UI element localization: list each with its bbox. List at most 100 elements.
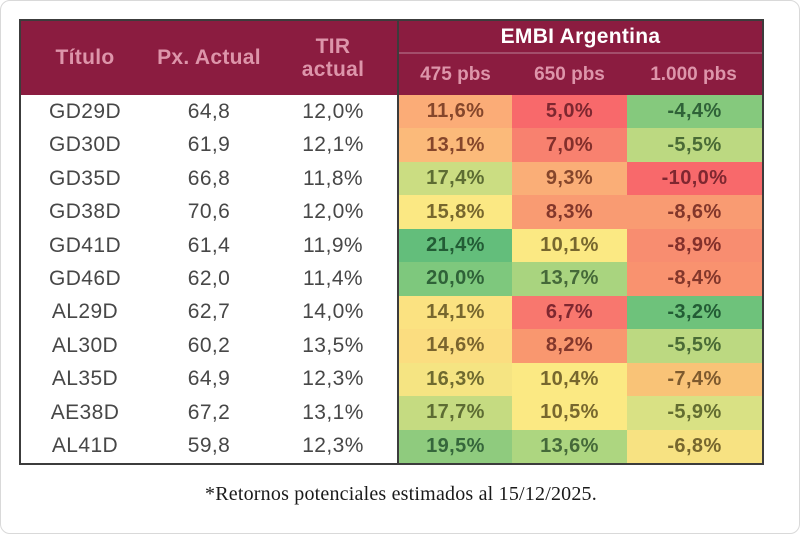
tir-actual-cell: 12,0% — [302, 99, 364, 123]
scenario-return-cell: 10,4% — [512, 362, 627, 397]
table-row: AL29D 62,7 14,0% 14,1% 6,7% -3,2% — [21, 295, 762, 330]
scenario-return-cell: 17,7% — [399, 396, 512, 430]
scenario-return-cell: -5,9% — [627, 396, 762, 430]
scenario-return-cell: -5,5% — [627, 329, 762, 363]
scenario-cells: 21,4% 10,1% -8,9% — [397, 228, 762, 263]
px-actual-cell: 61,9 — [187, 133, 231, 157]
scenario-cells: 19,5% 13,6% -6,8% — [397, 429, 762, 463]
column-header-tir-actual: TIR actual — [269, 35, 397, 81]
tir-actual-cell: 11,9% — [303, 233, 363, 257]
scenario-cells: 17,4% 9,3% -10,0% — [397, 161, 762, 196]
embi-argentina-title: EMBI Argentina — [399, 21, 762, 54]
scenario-cells: 16,3% 10,4% -7,4% — [397, 362, 762, 397]
column-header-titulo: Título — [55, 46, 115, 70]
scenario-return-cell: 17,4% — [399, 161, 512, 196]
titulo-cell: GD46D — [48, 266, 122, 290]
tir-actual-cell: 12,3% — [302, 434, 364, 458]
scenario-cells: 20,0% 13,7% -8,4% — [397, 262, 762, 296]
px-actual-cell: 59,8 — [187, 434, 231, 458]
scenario-return-cell: -3,2% — [627, 295, 762, 330]
scenario-return-cell: -8,9% — [627, 228, 762, 263]
px-actual-cell: 64,8 — [187, 99, 231, 123]
table-row: GD30D 61,9 12,1% 13,1% 7,0% -5,5% — [21, 128, 762, 162]
titulo-cell: GD29D — [48, 99, 122, 123]
scenario-return-cell: 13,1% — [399, 128, 512, 162]
column-header-1000pbs: 1.000 pbs — [650, 63, 737, 85]
scenario-cells: 11,6% 5,0% -4,4% — [397, 95, 762, 129]
titulo-cell: AL35D — [51, 367, 119, 391]
table-body: GD29D 64,8 12,0% 11,6% 5,0% -4,4% GD30D 61,9 12,… — [21, 95, 762, 463]
tir-actual-cell: 12,3% — [302, 367, 364, 391]
table-row: GD46D 62,0 11,4% 20,0% 13,7% -8,4% — [21, 262, 762, 296]
tir-actual-cell: 14,0% — [302, 300, 364, 324]
scenario-return-cell: -6,8% — [627, 429, 762, 463]
titulo-cell: GD35D — [48, 166, 122, 190]
px-actual-cell: 61,4 — [187, 233, 231, 257]
tir-actual-cell: 13,1% — [302, 400, 364, 424]
px-actual-cell: 67,2 — [187, 400, 231, 424]
scenario-cells: 13,1% 7,0% -5,5% — [397, 128, 762, 162]
header-left-section: Título Px. Actual TIR actual — [21, 21, 397, 95]
scenario-return-cell: 13,6% — [512, 429, 627, 463]
table-header: Título Px. Actual TIR actual EMBI Argent… — [21, 21, 762, 95]
scenario-return-cell: -4,4% — [627, 95, 762, 129]
scenario-return-cell: 14,6% — [399, 329, 512, 363]
tir-actual-cell: 12,0% — [302, 200, 364, 224]
titulo-cell: GD41D — [48, 233, 122, 257]
table-row: AL35D 64,9 12,3% 16,3% 10,4% -7,4% — [21, 362, 762, 397]
scenario-cells: 17,7% 10,5% -5,9% — [397, 396, 762, 430]
column-header-650pbs: 650 pbs — [534, 63, 605, 85]
px-actual-cell: 62,0 — [187, 266, 231, 290]
scenario-cells: 14,6% 8,2% -5,5% — [397, 329, 762, 363]
titulo-cell: AL29D — [51, 300, 119, 324]
scenario-return-cell: -8,4% — [627, 262, 762, 296]
scenario-return-cell: 16,3% — [399, 362, 512, 397]
titulo-cell: AL30D — [51, 333, 119, 357]
scenario-return-cell: 11,6% — [399, 95, 512, 129]
scenario-return-cell: 9,3% — [512, 161, 627, 196]
table-row: GD38D 70,6 12,0% 15,8% 8,3% -8,6% — [21, 195, 762, 229]
px-actual-cell: 70,6 — [187, 200, 231, 224]
footnote: *Retornos potenciales estimados al 15/12… — [205, 483, 597, 505]
titulo-cell: AE38D — [50, 400, 120, 424]
scenario-return-cell: -10,0% — [627, 161, 762, 196]
tir-header-line2: actual — [301, 58, 365, 81]
px-actual-cell: 62,7 — [187, 300, 231, 324]
scenario-return-cell: 19,5% — [399, 429, 512, 463]
scenario-headers-row: 475 pbs 650 pbs 1.000 pbs — [399, 54, 762, 95]
table-row: GD35D 66,8 11,8% 17,4% 9,3% -10,0% — [21, 161, 762, 196]
table-row: GD41D 61,4 11,9% 21,4% 10,1% -8,9% — [21, 228, 762, 263]
tir-actual-cell: 11,4% — [303, 266, 363, 290]
tir-actual-cell: 11,8% — [303, 166, 363, 190]
px-actual-cell: 60,2 — [187, 333, 231, 357]
scenario-return-cell: 14,1% — [399, 295, 512, 330]
scenario-return-cell: -7,4% — [627, 362, 762, 397]
table-row: AL30D 60,2 13,5% 14,6% 8,2% -5,5% — [21, 329, 762, 363]
px-actual-cell: 64,9 — [187, 367, 231, 391]
scenario-return-cell: 13,7% — [512, 262, 627, 296]
tir-actual-cell: 13,5% — [302, 333, 364, 357]
table-row: AL41D 59,8 12,3% 19,5% 13,6% -6,8% — [21, 429, 762, 463]
scenario-cells: 14,1% 6,7% -3,2% — [397, 295, 762, 330]
scenario-return-cell: 10,5% — [512, 396, 627, 430]
scenario-return-cell: 10,1% — [512, 228, 627, 263]
scenario-return-cell: 5,0% — [512, 95, 627, 129]
scenario-return-cell: 7,0% — [512, 128, 627, 162]
scenario-return-cell: -8,6% — [627, 195, 762, 229]
table-row: GD29D 64,8 12,0% 11,6% 5,0% -4,4% — [21, 95, 762, 129]
titulo-cell: GD30D — [48, 133, 122, 157]
scenario-cells: 15,8% 8,3% -8,6% — [397, 195, 762, 229]
table-row: AE38D 67,2 13,1% 17,7% 10,5% -5,9% — [21, 396, 762, 430]
column-header-475pbs: 475 pbs — [420, 63, 491, 85]
scenario-return-cell: 21,4% — [399, 228, 512, 263]
scenario-return-cell: -5,5% — [627, 128, 762, 162]
px-actual-cell: 66,8 — [187, 166, 231, 190]
scenario-return-cell: 15,8% — [399, 195, 512, 229]
column-header-px-actual: Px. Actual — [157, 46, 261, 70]
bond-returns-table: Título Px. Actual TIR actual EMBI Argent… — [19, 19, 764, 465]
embi-header-section: EMBI Argentina 475 pbs 650 pbs 1.000 pbs — [397, 21, 762, 95]
scenario-return-cell: 8,3% — [512, 195, 627, 229]
scenario-return-cell: 6,7% — [512, 295, 627, 330]
tir-actual-cell: 12,1% — [302, 133, 364, 157]
